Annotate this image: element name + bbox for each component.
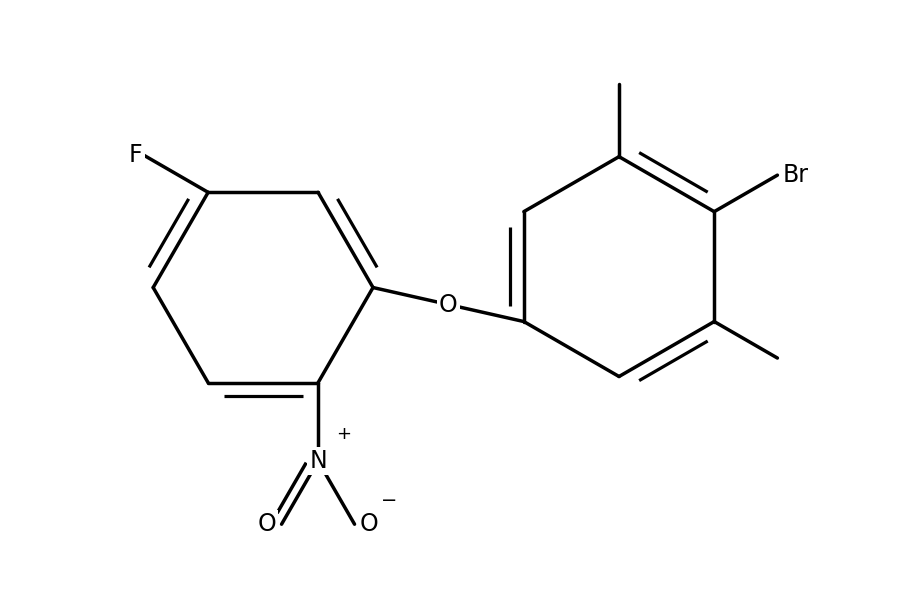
Text: F: F [129,142,142,166]
Text: O: O [439,293,457,316]
Text: −: − [381,491,397,510]
Text: N: N [310,449,327,473]
Text: O: O [359,512,379,536]
Text: +: + [335,425,351,443]
Text: O: O [258,512,276,536]
Text: Br: Br [783,163,808,187]
